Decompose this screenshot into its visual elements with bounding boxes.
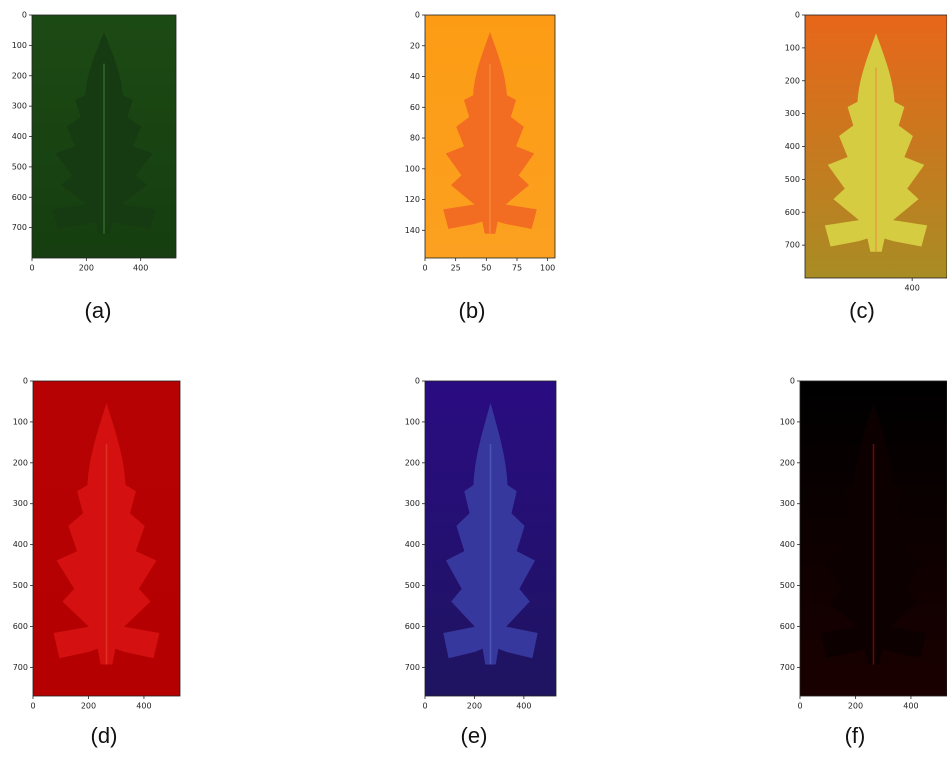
y-tick-label: 300 <box>785 109 800 118</box>
caption: (e) <box>461 723 488 748</box>
y-tick-label: 60 <box>410 103 420 112</box>
y-tick-label: 200 <box>785 76 800 85</box>
y-tick-label: 600 <box>13 622 28 631</box>
y-tick-label: 700 <box>780 663 795 672</box>
x-tick-label: 400 <box>133 264 148 273</box>
y-tick-label: 600 <box>785 208 800 217</box>
y-tick-label: 700 <box>13 663 28 672</box>
y-tick-label: 100 <box>405 164 420 173</box>
y-tick-label: 100 <box>13 417 28 426</box>
x-tick-label: 400 <box>516 702 531 711</box>
x-tick-label: 0 <box>422 702 427 711</box>
y-tick-label: 200 <box>13 458 28 467</box>
y-tick-label: 140 <box>405 226 420 235</box>
x-tick-label: 75 <box>512 264 522 273</box>
y-tick-label: 100 <box>12 41 27 50</box>
y-tick-label: 400 <box>13 540 28 549</box>
y-tick-label: 200 <box>780 458 795 467</box>
y-tick-label: 20 <box>410 41 420 50</box>
panel: 0 100 200 300 400 500 600 700 0 200 400 (e) <box>405 377 556 748</box>
y-tick-label: 400 <box>780 540 795 549</box>
y-tick-label: 400 <box>12 132 27 141</box>
y-tick-label: 700 <box>12 223 27 232</box>
x-tick-label: 200 <box>79 264 94 273</box>
y-tick-label: 80 <box>410 134 420 143</box>
x-tick-label: 25 <box>451 264 461 273</box>
y-tick-label: 600 <box>12 193 27 202</box>
x-tick-label: 100 <box>540 264 555 273</box>
y-tick-label: 600 <box>780 622 795 631</box>
figure: 01002003004005006007000200400(a)02040608… <box>0 0 947 781</box>
y-tick-label: 500 <box>785 175 800 184</box>
panel: 0 100 200 300 400 500 600 700 0 200 400 (f) <box>780 377 947 748</box>
y-tick-label: 500 <box>780 581 795 590</box>
y-tick-label: 700 <box>405 663 420 672</box>
y-tick-label: 600 <box>405 622 420 631</box>
caption: (c) <box>849 298 875 323</box>
x-tick-label: 400 <box>136 702 151 711</box>
y-tick-label: 40 <box>410 72 420 81</box>
x-tick-label: 200 <box>467 702 482 711</box>
x-tick-label: 0 <box>29 264 34 273</box>
y-tick-label: 0 <box>415 11 420 20</box>
y-tick-label: 100 <box>405 417 420 426</box>
y-tick-label: 120 <box>405 195 420 204</box>
x-tick-label: 0 <box>422 264 427 273</box>
panel: 0 100 200 300 400 500 600 700 400 (c) <box>785 11 947 323</box>
caption: (d) <box>91 723 118 748</box>
y-tick-label: 0 <box>22 11 27 20</box>
x-tick-label: 50 <box>481 264 491 273</box>
y-tick-label: 200 <box>12 71 27 80</box>
y-tick-label: 400 <box>405 540 420 549</box>
y-tick-label: 500 <box>12 162 27 171</box>
y-tick-label: 700 <box>785 241 800 250</box>
y-tick-label: 500 <box>405 581 420 590</box>
y-tick-label: 0 <box>790 377 795 386</box>
y-tick-label: 0 <box>795 11 800 20</box>
caption: (a) <box>85 298 112 323</box>
x-tick-label: 200 <box>848 702 863 711</box>
y-tick-label: 0 <box>415 377 420 386</box>
x-tick-label: 400 <box>905 284 920 293</box>
y-tick-label: 100 <box>785 43 800 52</box>
caption: (f) <box>845 723 866 748</box>
y-tick-label: 0 <box>23 377 28 386</box>
y-tick-label: 300 <box>780 499 795 508</box>
x-tick-label: 0 <box>797 702 802 711</box>
y-tick-label: 400 <box>785 142 800 151</box>
y-tick-label: 100 <box>780 417 795 426</box>
panel: 0 20 40 60 80 100 120 140 0 25 50 75 100 (b) <box>405 11 556 323</box>
y-tick-label: 300 <box>405 499 420 508</box>
x-tick-label: 200 <box>81 702 96 711</box>
x-tick-label: 400 <box>903 702 918 711</box>
panel: 0 100 200 300 400 500 600 700 0 200 400 (a) <box>12 11 176 323</box>
caption: (b) <box>459 298 486 323</box>
y-tick-label: 500 <box>13 581 28 590</box>
y-tick-label: 300 <box>12 102 27 111</box>
y-tick-label: 200 <box>405 458 420 467</box>
panel: 0 100 200 300 400 500 600 700 0 200 400 (d) <box>13 377 180 748</box>
x-tick-label: 0 <box>30 702 35 711</box>
y-tick-label: 300 <box>13 499 28 508</box>
